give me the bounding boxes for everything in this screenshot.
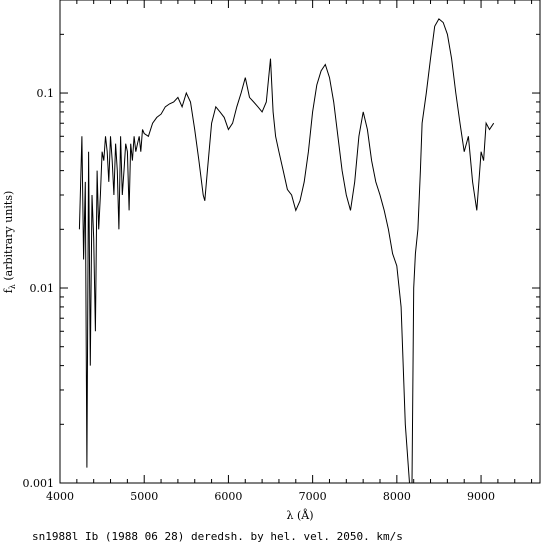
plot-frame xyxy=(59,0,541,484)
series-line xyxy=(78,18,495,484)
y-tick-label: 0.001 xyxy=(23,477,55,490)
x-tick-label: 6000 xyxy=(214,490,242,503)
y-axis: 0.1 0.01 0.001 xyxy=(23,33,540,490)
x-tick-label: 7000 xyxy=(299,490,327,503)
x-tick-label: 9000 xyxy=(467,490,495,503)
x-tick-label: 4000 xyxy=(46,490,74,503)
y-tick-label: 0.01 xyxy=(30,282,55,295)
x-axis-label: λ (Å) xyxy=(287,508,314,522)
chart-caption: sn1988l Ib (1988 06 28) deredsh. by hel.… xyxy=(32,530,403,543)
x-axis: 4000 5000 6000 7000 8000 9000 xyxy=(46,0,533,503)
x-tick-label: 8000 xyxy=(383,490,411,503)
y-tick-label: 0.1 xyxy=(37,87,55,100)
y-axis-label: fλ (arbitrary units) xyxy=(2,191,17,294)
x-tick-label: 5000 xyxy=(130,490,158,503)
